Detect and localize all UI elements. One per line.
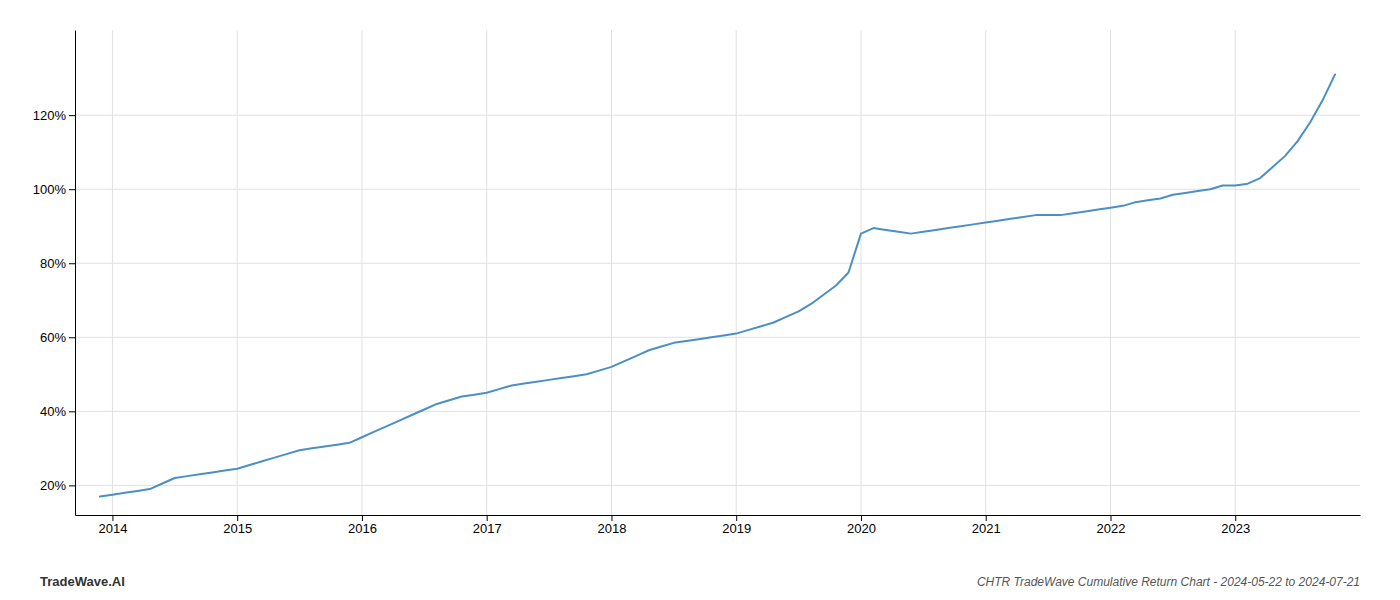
x-tick-label: 2019: [722, 521, 751, 536]
x-tick-mark: [237, 515, 238, 521]
y-tick-mark: [69, 411, 75, 412]
y-tick: 40%: [40, 404, 75, 419]
grid-line-y: [75, 485, 1360, 486]
x-tick: 2023: [1221, 515, 1250, 536]
title: CHTR TradeWave Cumulative Return Chart -…: [977, 575, 1360, 589]
grid-line-y: [75, 263, 1360, 264]
x-axis: 2014 2015 2016 2017 2018 2019 2020 2021 2022 2023: [76, 515, 1361, 536]
x-tick-mark: [362, 515, 363, 521]
grid-line-x: [361, 30, 362, 515]
grid-line-y: [75, 189, 1360, 190]
y-tick-mark: [69, 189, 75, 190]
x-tick: 2017: [473, 515, 502, 536]
x-tick-mark: [861, 515, 862, 521]
x-tick: 2016: [348, 515, 377, 536]
x-tick-mark: [112, 515, 113, 521]
marks: [100, 74, 1335, 496]
y-axis-line: [75, 31, 76, 516]
x-tick: 2019: [722, 515, 751, 536]
watermark: TradeWave.AI: [40, 574, 125, 589]
x-tick-label: 2018: [597, 521, 626, 536]
x-tick-mark: [1110, 515, 1111, 521]
y-tick-mark: [69, 337, 75, 338]
x-tick-label: 2014: [98, 521, 127, 536]
grid-line-x: [1235, 30, 1236, 515]
y-axis: 20% 40% 60% 80% 100% 120%: [33, 31, 76, 516]
x-tick-mark: [611, 515, 612, 521]
x-tick: 2020: [847, 515, 876, 536]
x-tick-mark: [487, 515, 488, 521]
grid-line-x: [611, 30, 612, 515]
y-tick-label: 100%: [33, 182, 67, 197]
y-tick: 80%: [40, 256, 75, 271]
y-tick-label: 60%: [40, 330, 66, 345]
x-tick-label: 2022: [1097, 521, 1126, 536]
y-tick: 120%: [33, 108, 75, 123]
y-tick: 60%: [40, 330, 75, 345]
grid-line-x: [237, 30, 238, 515]
x-tick-label: 2020: [847, 521, 876, 536]
y-tick: 100%: [33, 182, 75, 197]
x-tick-mark: [986, 515, 987, 521]
grid-line-y: [75, 411, 1360, 412]
x-tick-label: 2016: [348, 521, 377, 536]
grid-line-x: [736, 30, 737, 515]
x-tick: 2014: [98, 515, 127, 536]
line: [100, 74, 1335, 496]
x-tick: 2022: [1097, 515, 1126, 536]
x-tick-mark: [1235, 515, 1236, 521]
y-tick: 20%: [40, 478, 75, 493]
y-tick-label: 120%: [33, 108, 67, 123]
grid-line-x: [1110, 30, 1111, 515]
chart: 2014 2015 2016 2017 2018 2019 2020 2021 2022 2023…: [0, 0, 1400, 600]
y-tick-mark: [69, 115, 75, 116]
grid-line-x: [860, 30, 861, 515]
x-tick: 2021: [972, 515, 1001, 536]
y-tick-label: 20%: [40, 478, 66, 493]
grid-line-x: [985, 30, 986, 515]
x-tick: 2018: [597, 515, 626, 536]
grid-line-x: [112, 30, 113, 515]
y-tick-mark: [69, 263, 75, 264]
x-tick-mark: [736, 515, 737, 521]
grid-line-y: [75, 115, 1360, 116]
x-tick-label: 2023: [1221, 521, 1250, 536]
y-tick-label: 80%: [40, 256, 66, 271]
x-axis-line: [76, 515, 1361, 516]
y-tick-mark: [69, 485, 75, 486]
plot-area: 2014 2015 2016 2017 2018 2019 2020 2021 2022 2023…: [33, 30, 1361, 536]
grid-line-x: [486, 30, 487, 515]
x-tick-label: 2021: [972, 521, 1001, 536]
x-tick: 2015: [223, 515, 252, 536]
x-tick-label: 2015: [223, 521, 252, 536]
x-tick-label: 2017: [473, 521, 502, 536]
grid: [75, 30, 1360, 515]
y-tick-label: 40%: [40, 404, 66, 419]
